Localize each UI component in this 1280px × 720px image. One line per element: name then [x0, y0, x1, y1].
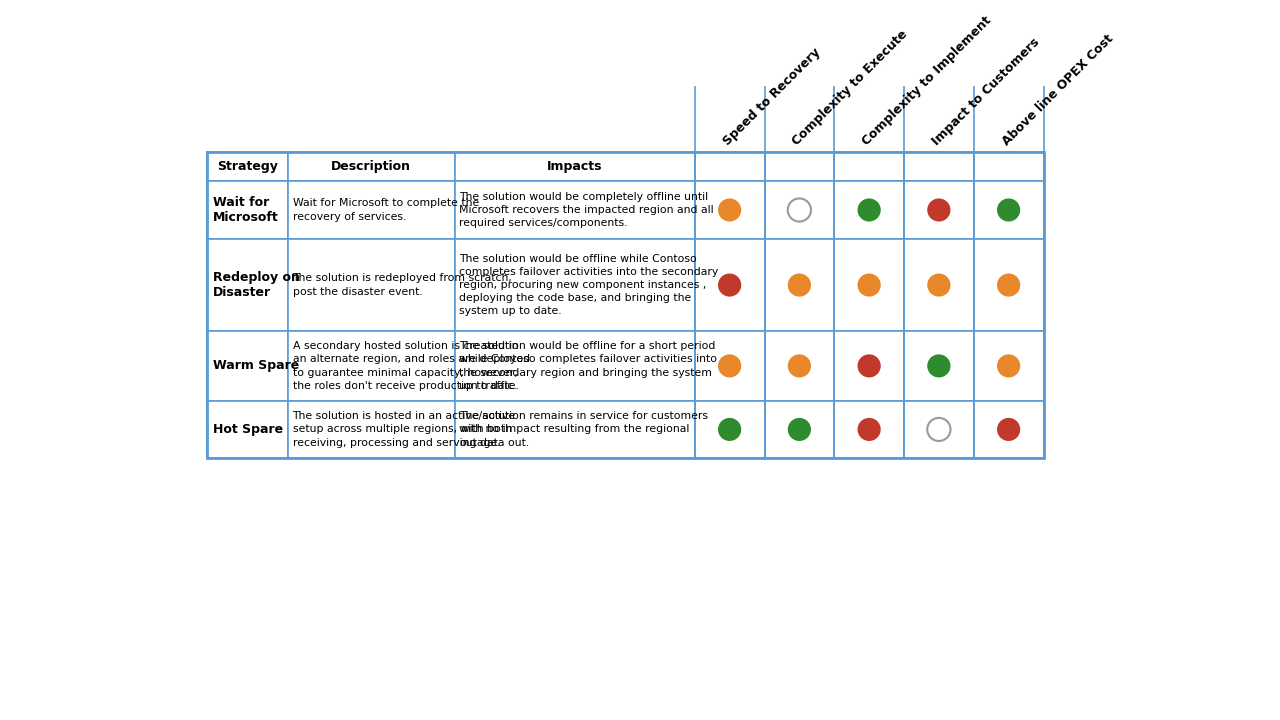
FancyBboxPatch shape	[288, 181, 454, 239]
FancyBboxPatch shape	[695, 400, 764, 459]
FancyBboxPatch shape	[974, 152, 1043, 181]
FancyBboxPatch shape	[764, 400, 835, 459]
Text: Redeploy on
Disaster: Redeploy on Disaster	[212, 271, 300, 299]
Text: The solution remains in service for customers
with no impact resulting from the : The solution remains in service for cust…	[460, 411, 708, 448]
FancyBboxPatch shape	[288, 239, 454, 331]
Circle shape	[997, 354, 1020, 377]
Circle shape	[997, 274, 1020, 297]
Text: Wait for
Microsoft: Wait for Microsoft	[212, 196, 279, 224]
Circle shape	[927, 274, 951, 297]
FancyBboxPatch shape	[835, 400, 904, 459]
FancyBboxPatch shape	[764, 239, 835, 331]
FancyBboxPatch shape	[288, 400, 454, 459]
Text: The solution would be offline while Contoso
completes failover activities into t: The solution would be offline while Cont…	[460, 253, 718, 317]
Circle shape	[787, 274, 812, 297]
Text: Description: Description	[332, 160, 411, 173]
Text: A secondary hosted solution is created in
an alternate region, and roles are dep: A secondary hosted solution is created i…	[293, 341, 530, 391]
FancyBboxPatch shape	[454, 152, 695, 181]
Text: Impacts: Impacts	[547, 160, 603, 173]
Text: Wait for Microsoft to complete the
recovery of services.: Wait for Microsoft to complete the recov…	[293, 199, 479, 222]
Text: Strategy: Strategy	[216, 160, 278, 173]
Circle shape	[927, 418, 951, 441]
FancyBboxPatch shape	[904, 331, 974, 400]
FancyBboxPatch shape	[835, 181, 904, 239]
FancyBboxPatch shape	[904, 400, 974, 459]
Circle shape	[787, 354, 812, 377]
FancyBboxPatch shape	[206, 181, 288, 239]
FancyBboxPatch shape	[206, 400, 288, 459]
Circle shape	[718, 199, 741, 222]
FancyBboxPatch shape	[904, 181, 974, 239]
Text: The solution would be completely offline until
Microsoft recovers the impacted r: The solution would be completely offline…	[460, 192, 714, 228]
FancyBboxPatch shape	[764, 152, 835, 181]
FancyBboxPatch shape	[835, 239, 904, 331]
Text: The solution would be offline for a short period
while Contoso completes failove: The solution would be offline for a shor…	[460, 341, 717, 391]
Circle shape	[997, 418, 1020, 441]
Text: Above line OPEX Cost: Above line OPEX Cost	[1000, 32, 1115, 148]
FancyBboxPatch shape	[454, 331, 695, 400]
Text: Hot Spare: Hot Spare	[212, 423, 283, 436]
Circle shape	[858, 354, 881, 377]
Text: Complexity to Execute: Complexity to Execute	[790, 27, 910, 148]
FancyBboxPatch shape	[764, 181, 835, 239]
FancyBboxPatch shape	[974, 331, 1043, 400]
FancyBboxPatch shape	[206, 152, 288, 181]
Text: Impact to Customers: Impact to Customers	[929, 35, 1042, 148]
FancyBboxPatch shape	[695, 331, 764, 400]
FancyBboxPatch shape	[288, 152, 454, 181]
FancyBboxPatch shape	[454, 400, 695, 459]
FancyBboxPatch shape	[835, 152, 904, 181]
FancyBboxPatch shape	[974, 239, 1043, 331]
Circle shape	[718, 418, 741, 441]
FancyBboxPatch shape	[974, 181, 1043, 239]
Text: The solution is hosted in an active/active
setup across multiple regions, with b: The solution is hosted in an active/acti…	[293, 411, 529, 448]
FancyBboxPatch shape	[206, 239, 288, 331]
Circle shape	[997, 199, 1020, 222]
Text: Complexity to Implement: Complexity to Implement	[860, 14, 995, 148]
Circle shape	[718, 354, 741, 377]
Circle shape	[858, 199, 881, 222]
FancyBboxPatch shape	[695, 181, 764, 239]
Circle shape	[718, 274, 741, 297]
Text: Warm Spare: Warm Spare	[212, 359, 300, 372]
Circle shape	[858, 274, 881, 297]
Text: The solution is redeployed from scratch,
post the disaster event.: The solution is redeployed from scratch,…	[293, 274, 512, 297]
FancyBboxPatch shape	[764, 331, 835, 400]
Text: Speed to Recovery: Speed to Recovery	[721, 45, 823, 148]
Circle shape	[787, 418, 812, 441]
FancyBboxPatch shape	[904, 239, 974, 331]
FancyBboxPatch shape	[288, 331, 454, 400]
FancyBboxPatch shape	[454, 239, 695, 331]
FancyBboxPatch shape	[695, 239, 764, 331]
Circle shape	[927, 354, 951, 377]
FancyBboxPatch shape	[835, 331, 904, 400]
Circle shape	[927, 199, 951, 222]
FancyBboxPatch shape	[206, 331, 288, 400]
FancyBboxPatch shape	[454, 181, 695, 239]
Circle shape	[858, 418, 881, 441]
FancyBboxPatch shape	[904, 152, 974, 181]
FancyBboxPatch shape	[974, 400, 1043, 459]
FancyBboxPatch shape	[695, 152, 764, 181]
Circle shape	[787, 199, 812, 222]
